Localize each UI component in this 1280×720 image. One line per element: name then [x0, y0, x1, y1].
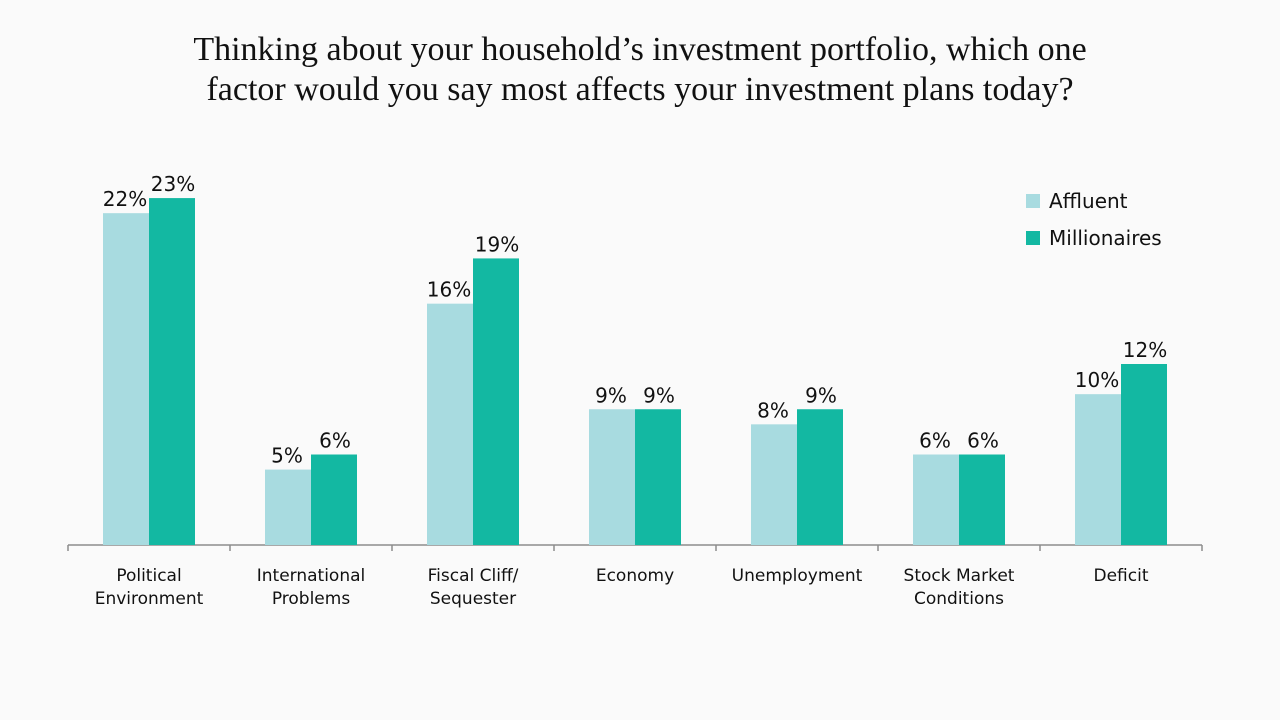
bar-affluent	[589, 409, 635, 545]
data-label: 9%	[643, 383, 675, 407]
legend-item-millionaires: Millionaires	[1026, 219, 1162, 256]
data-label: 6%	[967, 429, 999, 453]
data-label: 16%	[427, 278, 471, 302]
data-label: 6%	[319, 429, 351, 453]
category-label-line: Political	[116, 566, 181, 586]
chart-title-line-2: factor would you say most affects your i…	[206, 71, 1074, 108]
category-label-line: Sequester	[430, 589, 516, 609]
category-label: Economy	[596, 566, 674, 586]
data-label: 9%	[595, 383, 627, 407]
bar-affluent	[751, 424, 797, 545]
bar-affluent	[913, 454, 959, 545]
bar-affluent	[427, 303, 473, 545]
category-label: Stock Market Conditions	[904, 566, 1015, 609]
data-label: 5%	[271, 444, 303, 468]
category-label-line: Conditions	[914, 589, 1004, 609]
category-label-line: Fiscal Cliff/	[428, 566, 519, 586]
category-label-line: Stock Market	[904, 566, 1015, 586]
legend-swatch-affluent	[1026, 193, 1040, 208]
bar-millionaires	[959, 454, 1005, 545]
bar-millionaires	[149, 198, 195, 546]
data-label: 6%	[919, 429, 951, 453]
bar-millionaires	[1121, 364, 1167, 545]
data-label: 19%	[475, 232, 519, 256]
bar-millionaires	[311, 454, 357, 545]
data-label: 23%	[151, 172, 195, 196]
data-label: 8%	[757, 398, 789, 422]
category-label: Unemployment	[732, 566, 863, 586]
bar-affluent	[265, 469, 311, 545]
data-label: 9%	[805, 383, 837, 407]
category-label: Fiscal Cliff/Sequester	[428, 566, 519, 609]
chart-title: Thinking about your household’s investme…	[0, 30, 1280, 110]
data-label: 12%	[1123, 338, 1167, 362]
legend-swatch-millionaires	[1026, 230, 1040, 245]
category-label-line: Problems	[272, 589, 351, 609]
data-label: 22%	[103, 187, 147, 211]
category-label-line: Deficit	[1094, 566, 1149, 586]
legend-label-affluent: Affluent	[1049, 188, 1128, 213]
category-label: Deficit	[1094, 566, 1149, 586]
legend: Affluent Millionaires	[1026, 182, 1162, 256]
data-label: 10%	[1075, 368, 1119, 392]
bar-millionaires	[635, 409, 681, 545]
category-label-line: Economy	[596, 566, 674, 586]
legend-label-millionaires: Millionaires	[1049, 225, 1162, 250]
bar-millionaires	[797, 409, 843, 545]
category-label-line: Environment	[95, 589, 204, 609]
bar-affluent	[1075, 394, 1121, 545]
legend-item-affluent: Affluent	[1026, 182, 1162, 219]
category-label: International Problems	[257, 566, 366, 609]
bar-millionaires	[473, 258, 519, 545]
chart-title-line-1: Thinking about your household’s investme…	[193, 31, 1087, 68]
category-label-line: Unemployment	[732, 566, 863, 586]
bar-affluent	[103, 213, 149, 545]
category-label: Political Environment	[95, 566, 204, 609]
category-label-line: International	[257, 566, 366, 586]
